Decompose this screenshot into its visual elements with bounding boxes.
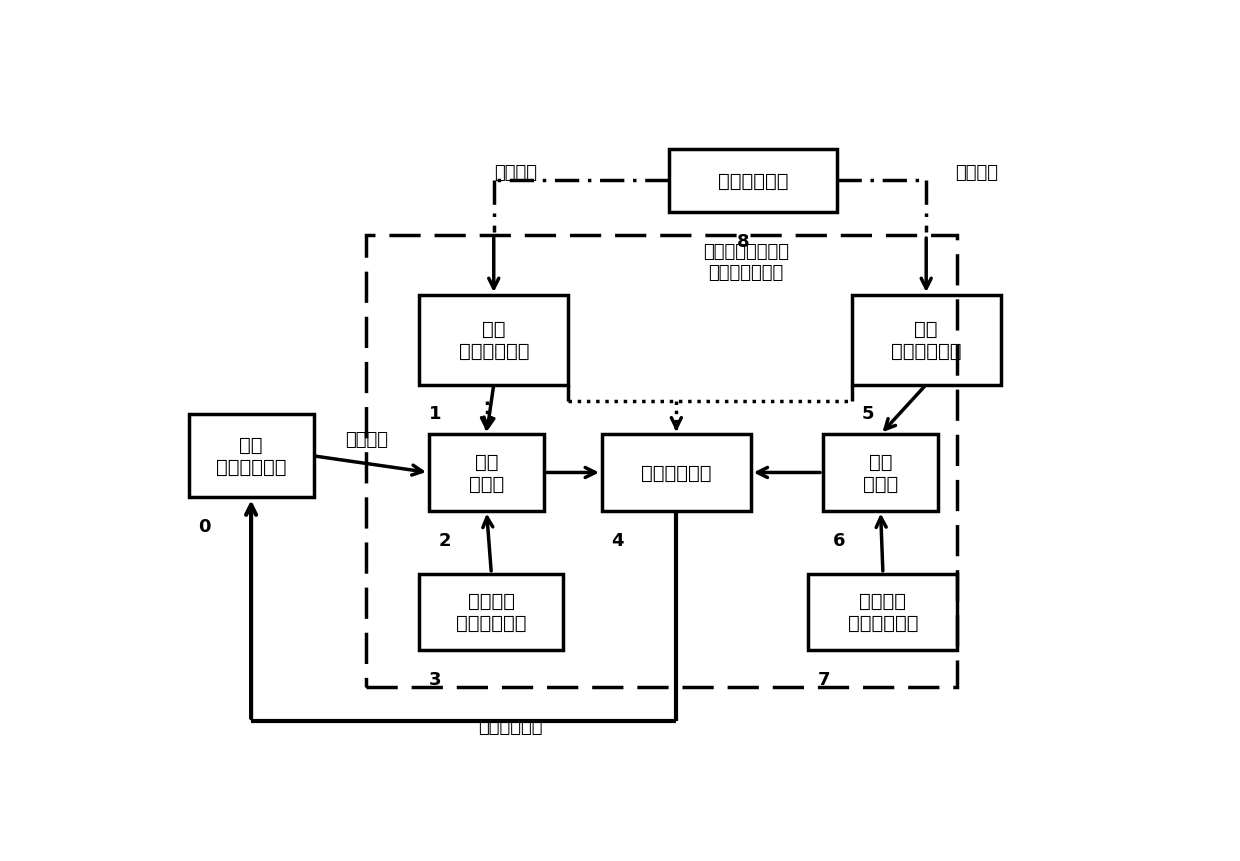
FancyBboxPatch shape <box>429 435 544 511</box>
Text: 1: 1 <box>429 405 441 423</box>
FancyBboxPatch shape <box>419 295 568 385</box>
Text: 外部电源模块: 外部电源模块 <box>718 171 789 190</box>
Text: 高压电源: 高压电源 <box>494 164 537 182</box>
FancyBboxPatch shape <box>808 574 957 650</box>
Text: 第一
高边驱动电路: 第一 高边驱动电路 <box>459 319 529 361</box>
Text: 6: 6 <box>832 531 844 549</box>
Text: 电流采集电路: 电流采集电路 <box>641 463 712 482</box>
Text: 8: 8 <box>737 232 749 251</box>
Text: 第二
高边驱动电路: 第二 高边驱动电路 <box>892 319 961 361</box>
Text: 2: 2 <box>439 531 451 549</box>
FancyBboxPatch shape <box>601 435 751 511</box>
Text: 低压电源: 低压电源 <box>955 164 998 182</box>
Text: 7: 7 <box>818 670 831 688</box>
FancyBboxPatch shape <box>823 435 939 511</box>
FancyBboxPatch shape <box>852 295 1001 385</box>
Text: 4: 4 <box>611 531 624 549</box>
Text: 第一选缸
低边驱动电路: 第一选缸 低边驱动电路 <box>456 592 527 633</box>
Text: 0: 0 <box>198 517 211 536</box>
Text: 5: 5 <box>862 405 874 423</box>
FancyBboxPatch shape <box>188 415 314 498</box>
FancyBboxPatch shape <box>670 150 837 213</box>
Text: 第二选缸
低边驱动电路: 第二选缸 低边驱动电路 <box>848 592 918 633</box>
Text: 第一
电磁阀: 第一 电磁阀 <box>469 452 505 493</box>
Text: 外部
计算控制单元: 外部 计算控制单元 <box>216 436 286 477</box>
Text: 控制信号: 控制信号 <box>345 430 388 448</box>
Text: 3: 3 <box>429 670 441 688</box>
Text: 第二
电磁阀: 第二 电磁阀 <box>863 452 898 493</box>
Text: 天然气喷射电磁阀
的双压驱动电路: 天然气喷射电磁阀 的双压驱动电路 <box>703 243 789 282</box>
Text: 电流反馈信号: 电流反馈信号 <box>479 717 543 735</box>
FancyBboxPatch shape <box>419 574 563 650</box>
